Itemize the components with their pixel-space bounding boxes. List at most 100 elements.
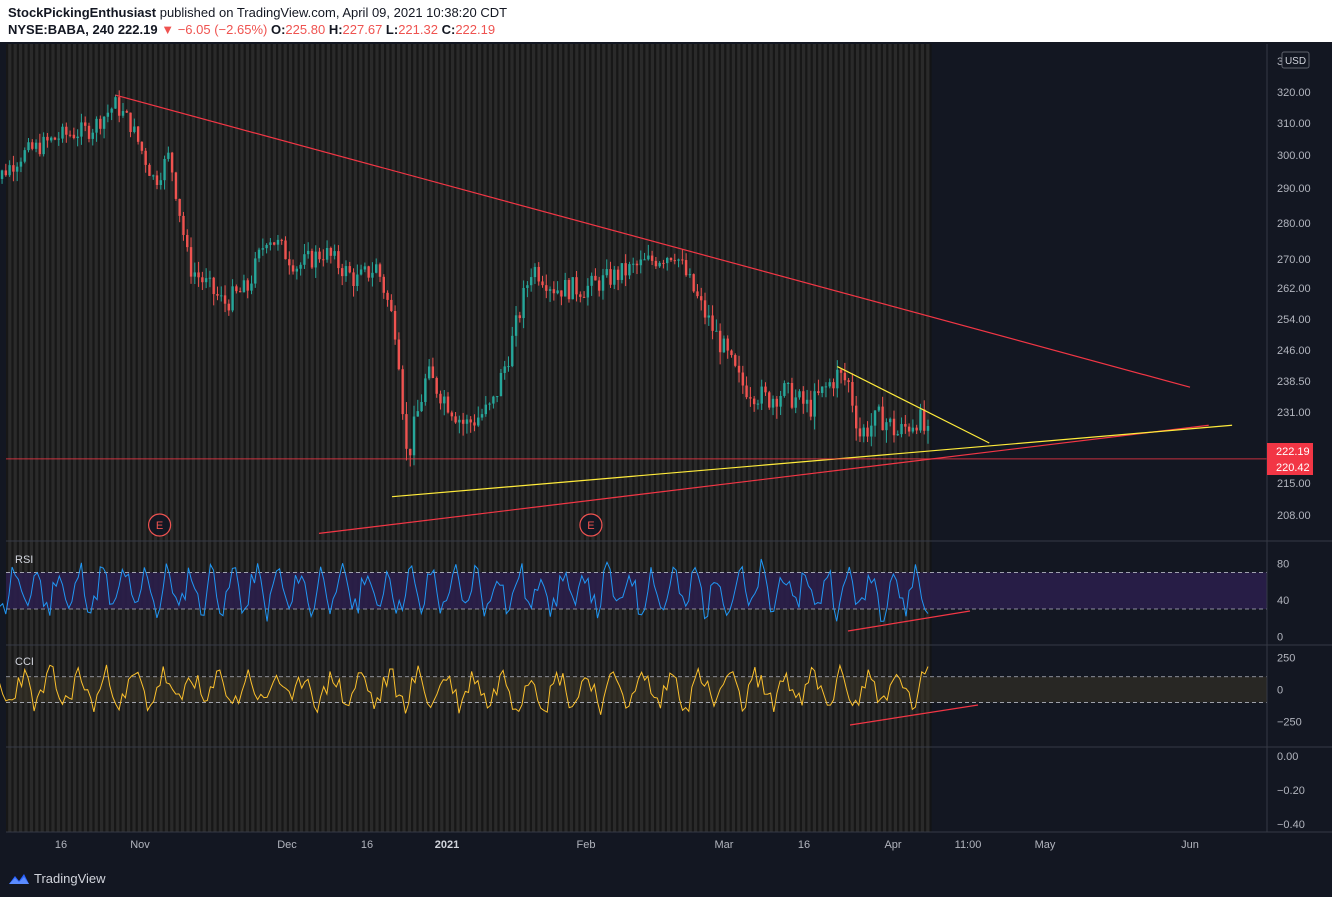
session-stripe (724, 44, 727, 832)
earnings-marker[interactable] (579, 513, 603, 537)
earnings-marker[interactable] (148, 513, 172, 537)
session-stripe (670, 44, 673, 832)
session-stripe (11, 44, 14, 832)
candle-body (182, 215, 185, 235)
candle-body (839, 369, 843, 373)
session-stripe (270, 44, 273, 832)
time-tick-label: Feb (577, 839, 596, 851)
currency-badge[interactable] (1281, 51, 1310, 69)
session-stripe (157, 44, 160, 832)
session-stripe (556, 44, 559, 832)
candle-body (280, 239, 283, 241)
tradingview-brand[interactable]: TradingView (8, 871, 106, 886)
trendline-red-2[interactable] (318, 424, 1209, 534)
candle-body (726, 338, 729, 351)
candle-body (288, 259, 291, 266)
cci-divergence-line[interactable] (849, 704, 979, 726)
close-label: C: (441, 22, 456, 37)
author-name[interactable]: StockPickingEnthusiast (8, 5, 157, 20)
session-stripe (178, 44, 181, 832)
candle-body (545, 285, 548, 291)
cci-band (6, 676, 1267, 703)
candle-body (681, 259, 684, 261)
session-stripe (708, 44, 711, 832)
candle-body (133, 126, 136, 133)
candle-body (318, 251, 321, 260)
candle-body (915, 427, 918, 431)
session-stripe (519, 44, 522, 832)
session-stripe (146, 44, 149, 832)
cci-tick-label: −250 (1277, 717, 1302, 729)
low-value: 221.32 (398, 22, 438, 37)
candle-body (254, 258, 257, 284)
session-stripe (411, 44, 414, 832)
candle-body (514, 315, 518, 336)
chart-area[interactable]: E E RSI CCI 320.00 310.00 300.00 290.00 280.00 27… (0, 42, 1332, 861)
session-stripe (324, 44, 327, 832)
session-stripe (114, 44, 117, 832)
candle-body (193, 272, 197, 277)
candle-body (760, 386, 763, 404)
session-stripe (902, 44, 905, 832)
candle-body (129, 112, 132, 133)
candle-body (511, 335, 514, 367)
session-stripe (135, 44, 138, 832)
candle-body (189, 247, 193, 277)
low-label: L: (385, 22, 399, 37)
candle-body (628, 264, 631, 276)
session-stripe (751, 44, 754, 832)
session-stripe (918, 44, 921, 832)
close-value: 222.19 (455, 22, 496, 37)
candle-body (843, 372, 847, 381)
session-stripe (173, 44, 176, 832)
session-stripe (340, 44, 343, 832)
candle-body (174, 172, 178, 199)
session-stripe (810, 44, 813, 832)
chart-svg[interactable]: E ERSICCI320.00310.00300.00290.00280.0027… (0, 42, 1332, 861)
session-stripe (70, 44, 73, 832)
symbol-label[interactable]: NYSE:BABA, 240 (8, 22, 115, 37)
candle-body (269, 242, 272, 245)
candle-body (291, 265, 295, 272)
price-badge (1267, 443, 1313, 459)
candle-body (15, 166, 19, 172)
candle-body (416, 411, 419, 417)
session-stripe (729, 44, 732, 832)
session-stripe (286, 44, 289, 832)
time-tick-label: 11:00 (955, 839, 982, 851)
session-stripe (610, 44, 613, 832)
trendline-red-1[interactable] (115, 94, 1191, 388)
session-stripe (16, 44, 19, 832)
session-stripe (929, 44, 932, 832)
candle-body (809, 399, 813, 417)
session-stripe (816, 44, 819, 832)
candle-body (352, 272, 355, 287)
footer: TradingView (0, 861, 1332, 897)
price-tick-label: 270.00 (1277, 254, 1311, 266)
trendline-yellow-3[interactable] (391, 424, 1233, 498)
candle-body (454, 416, 457, 423)
session-stripe (297, 44, 300, 832)
candle-body (647, 255, 650, 260)
candle-body (518, 315, 522, 319)
session-stripe (794, 44, 797, 832)
candle-body (832, 382, 835, 389)
candle-body (340, 268, 344, 277)
session-stripe (907, 44, 910, 832)
session-stripe (384, 44, 387, 832)
session-stripe (578, 44, 581, 832)
price-tick-label: 290.00 (1277, 183, 1311, 195)
candle-body (707, 315, 710, 318)
candle-body (465, 419, 469, 424)
candle-body (57, 138, 60, 140)
session-stripe (691, 44, 694, 832)
candle-body (526, 285, 529, 288)
rsi-divergence-line[interactable] (847, 610, 971, 632)
open-label: O: (270, 22, 286, 37)
candle-body (923, 409, 926, 431)
candle-body (38, 142, 42, 155)
candle-body (870, 425, 873, 437)
session-stripe (767, 44, 770, 832)
session-stripe (448, 44, 451, 832)
trendline-yellow-4[interactable] (837, 365, 990, 444)
